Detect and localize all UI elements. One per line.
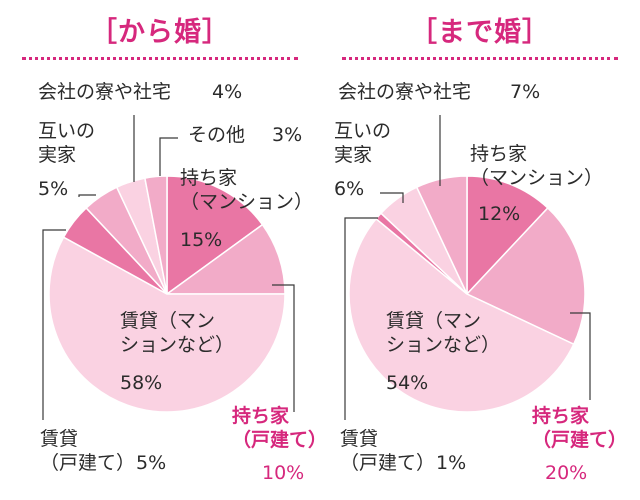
slice-value-text: 58% [120, 372, 162, 394]
slice-value-text: 4% [212, 81, 242, 103]
slice-label-3: 賃貸（マンションなど） 54% [386, 310, 500, 394]
pie-panel-kara: ［から婚］ 持ち家（マンション） 15% 持ち家（戸建て） 10% 賃貸（マンションなど… [22, 17, 327, 484]
dotted-divider [22, 57, 298, 60]
slice-label-text: 賃貸（戸建て） [40, 428, 135, 474]
slice-label-3: 賃貸（マンションなど） 58% [120, 310, 234, 394]
slice-label-2: 持ち家（戸建て） 10% [232, 284, 327, 484]
slice-label-text: 互いの実家 [334, 120, 391, 166]
slice-value-text: 12% [478, 203, 520, 225]
leader-line [344, 217, 378, 420]
leader-line [570, 312, 591, 400]
pie-chart-made: 持ち家（マンション）12%持ち家（戸建て）20%賃貸（マンションなど）54%賃貸… [334, 81, 627, 484]
slice-label-text: 持ち家（マンション） [180, 167, 313, 213]
slice-label-6: 会社の寮や社宅 7% [338, 81, 540, 186]
pie-slices [348, 175, 586, 413]
pie-slice-3 [48, 236, 286, 413]
leader-line [78, 194, 96, 197]
slice-label-text: 会社の寮や社宅 [338, 81, 471, 103]
slice-value-text: 1% [436, 452, 466, 474]
slice-label-7: その他 3% [159, 124, 302, 176]
slice-label-5: 互いの実家 5% [38, 120, 96, 200]
slice-label-4: 賃貸（戸建て） 5% [40, 229, 166, 474]
slice-label-text: 互いの実家 [38, 120, 95, 166]
slice-value-text: 54% [386, 372, 428, 394]
slice-label-text: 持ち家（戸建て） [232, 404, 327, 451]
chart-title: ［まで婚］ [410, 17, 550, 48]
slice-value-text: 10% [262, 462, 304, 484]
slice-label-text: 賃貸（マンションなど） [120, 310, 234, 356]
pie-panel-made: ［まで婚］ 持ち家（マンション） 12% 持ち家（戸建て） 20% 賃貸（マンションなど… [320, 0, 640, 500]
slice-value-text: 3% [272, 124, 302, 146]
pie-slice-2 [164, 223, 286, 295]
slice-label-text: 持ち家（マンション） [470, 143, 603, 189]
pie-slice-7 [144, 175, 168, 295]
slice-label-text: その他 [188, 124, 245, 146]
leader-line [159, 137, 178, 176]
slice-label-1: 持ち家（マンション） 12% [470, 143, 603, 225]
pie-slice-1 [466, 175, 549, 296]
slice-label-6: 会社の寮や社宅 4% [38, 81, 242, 182]
pie-chart-kara: 持ち家（マンション）15%持ち家（戸建て）10%賃貸（マンションなど）58%賃貸… [38, 81, 327, 484]
slice-value-text: 7% [510, 81, 540, 103]
dotted-divider [342, 57, 618, 60]
slice-label-5: 互いの実家 6% [334, 120, 404, 203]
slice-label-text: 賃貸（マンションなど） [386, 310, 500, 356]
slice-value-text: 6% [334, 178, 364, 200]
leader-line [380, 192, 404, 203]
pie-labels: 持ち家（マンション）15%持ち家（戸建て）10%賃貸（マンションなど）58%賃貸… [38, 81, 327, 484]
leader-line [272, 284, 295, 412]
slice-label-text: 賃貸（戸建て） [340, 428, 435, 474]
pie-slice-3 [348, 217, 575, 413]
slice-label-text: 持ち家（戸建て） [532, 404, 627, 451]
pie-slice-1 [166, 175, 264, 296]
slice-label-text: 会社の寮や社宅 [38, 81, 171, 103]
slice-label-4: 賃貸（戸建て） 1% [340, 217, 466, 474]
pie-slice-6 [415, 175, 468, 295]
chart-title: ［から婚］ [90, 17, 230, 48]
slice-value-text: 20% [545, 462, 587, 484]
slice-value-text: 15% [180, 229, 222, 251]
slice-label-1: 持ち家（マンション） 15% [180, 167, 313, 251]
slice-value-text: 5% [38, 178, 68, 200]
pie-labels: 持ち家（マンション）12%持ち家（戸建て）20%賃貸（マンションなど）54%賃貸… [334, 81, 627, 484]
slice-value-text: 5% [136, 452, 166, 474]
pie-slices [48, 175, 286, 413]
leader-line [42, 229, 66, 420]
slice-label-2: 持ち家（戸建て） 20% [532, 312, 627, 484]
pie-slice-2 [465, 206, 586, 346]
